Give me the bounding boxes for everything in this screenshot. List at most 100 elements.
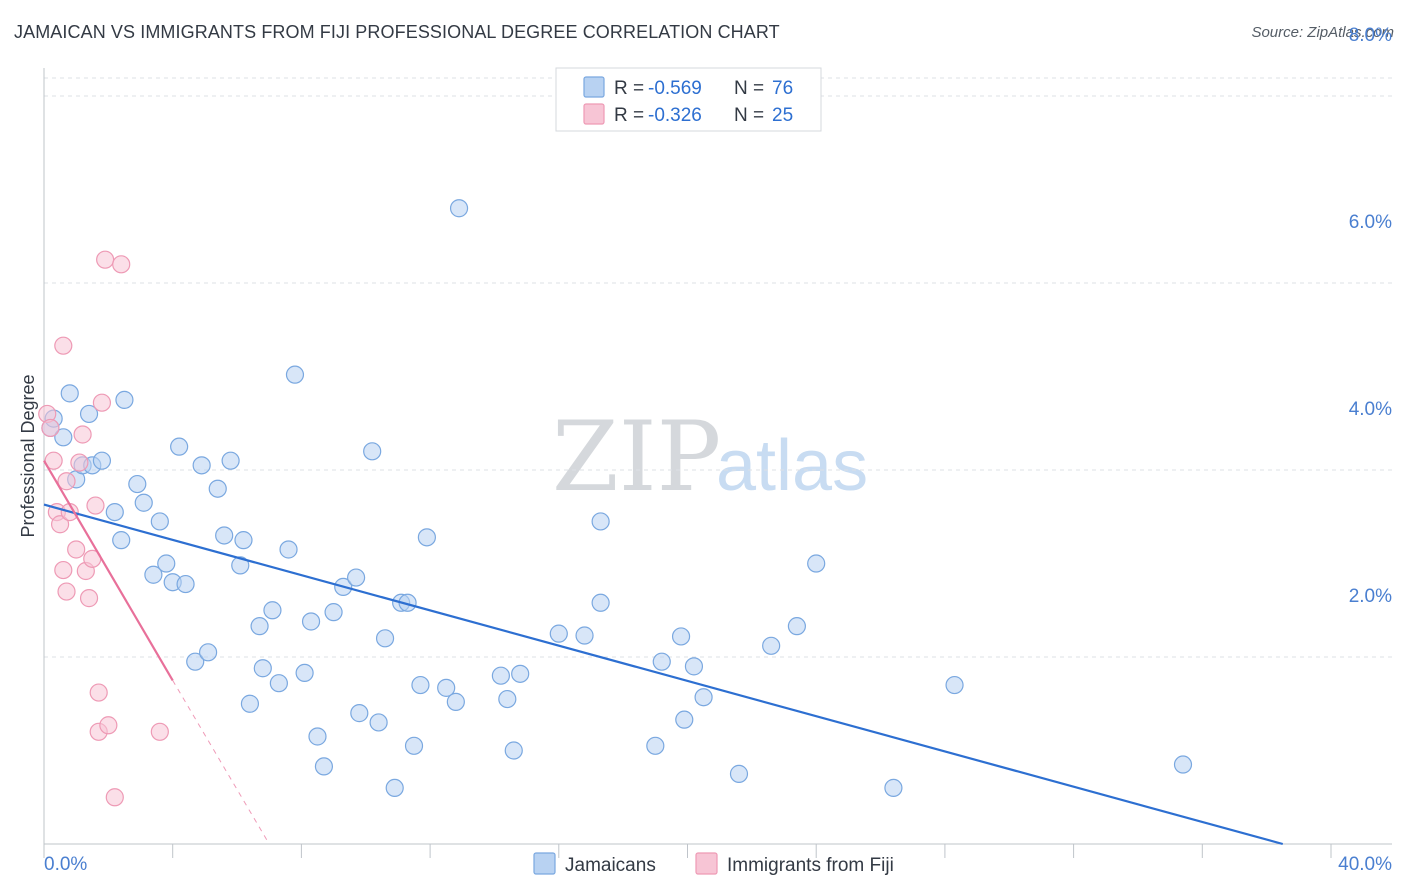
- data-point: [208, 479, 227, 498]
- data-point: [350, 704, 369, 723]
- data-point: [57, 582, 76, 601]
- data-point: [417, 528, 436, 547]
- data-point: [240, 694, 260, 713]
- data-point: [54, 428, 73, 447]
- y-tick-label: 8.0%: [1349, 25, 1392, 46]
- y-tick-label: 6.0%: [1349, 212, 1392, 233]
- data-point: [646, 736, 665, 755]
- data-point: [279, 540, 298, 559]
- x-tick-label-max: 40.0%: [1338, 854, 1392, 875]
- data-point: [41, 418, 60, 438]
- bottom-legend: Jamaicans Immigrants from Fiji: [533, 852, 894, 876]
- data-point: [449, 199, 469, 218]
- y-tick-labels: 2.0% 4.0% 6.0% 8.0%: [1349, 25, 1392, 607]
- data-point: [575, 626, 594, 645]
- data-point: [301, 612, 321, 631]
- data-point: [549, 624, 568, 643]
- data-point: [67, 540, 86, 559]
- legend-swatch-jamaicans: [583, 76, 605, 98]
- axes: [43, 68, 1392, 845]
- data-point: [176, 574, 195, 594]
- bottom-legend-swatch-fiji: [695, 852, 718, 875]
- data-point: [446, 692, 465, 711]
- data-point: [285, 365, 305, 384]
- legend-r-label-2: R =: [614, 105, 644, 126]
- bottom-legend-swatch-jamaicans: [533, 852, 556, 875]
- data-point: [491, 666, 510, 685]
- data-point: [150, 512, 169, 531]
- legend-r-value-1: -0.569: [648, 78, 702, 99]
- legend-r-value-2: -0.326: [648, 105, 702, 126]
- data-point: [73, 425, 92, 444]
- data-point: [54, 336, 73, 355]
- data-point: [250, 617, 269, 636]
- legend-n-value-1: 76: [772, 78, 793, 99]
- data-point: [112, 531, 131, 550]
- data-point: [92, 451, 112, 470]
- chart-title: JAMAICAN VS IMMIGRANTS FROM FIJI PROFESS…: [14, 22, 780, 42]
- y-tick-label: 4.0%: [1349, 399, 1392, 420]
- data-point: [70, 453, 89, 472]
- data-point: [404, 736, 424, 755]
- data-point: [60, 384, 79, 403]
- data-point: [762, 636, 781, 655]
- data-point: [807, 554, 826, 573]
- data-point: [269, 674, 288, 693]
- trend-line-fiji: [43, 460, 174, 681]
- data-point: [591, 512, 610, 531]
- watermark-zip: ZIP: [552, 401, 721, 513]
- legend-r-label-1: R =: [614, 78, 644, 99]
- data-point: [375, 629, 395, 648]
- data-point: [671, 627, 691, 646]
- data-point: [54, 560, 73, 580]
- data-point: [170, 437, 189, 456]
- data-point: [198, 643, 218, 662]
- legend-swatch-fiji: [583, 103, 605, 125]
- bottom-legend-label-fiji: Immigrants from Fiji: [727, 855, 894, 876]
- legend-n-label-2: N =: [734, 105, 764, 126]
- data-point: [411, 675, 430, 695]
- data-point: [369, 713, 388, 732]
- data-point: [1173, 755, 1193, 774]
- data-point: [134, 493, 153, 512]
- data-point: [884, 778, 903, 798]
- data-point: [787, 617, 806, 636]
- source-label: Source: ZipAtlas.com: [1251, 24, 1394, 41]
- data-point: [79, 589, 99, 608]
- y-axis-label: Professional Degree: [18, 374, 38, 537]
- legend-n-label-1: N =: [734, 78, 764, 99]
- data-point: [215, 526, 234, 545]
- data-point: [128, 474, 147, 494]
- legend-n-value-2: 25: [772, 105, 793, 126]
- data-point: [729, 764, 749, 783]
- series-fiji: [38, 250, 169, 807]
- data-point: [234, 531, 253, 550]
- data-point: [504, 741, 523, 760]
- data-point: [263, 601, 282, 620]
- data-point: [437, 678, 456, 697]
- data-point: [675, 710, 694, 729]
- data-point: [652, 652, 671, 671]
- watermark-atlas: atlas: [716, 426, 868, 506]
- x-tick-label-min: 0.0%: [44, 854, 87, 875]
- data-point: [591, 593, 610, 612]
- data-point: [324, 603, 343, 622]
- data-point: [363, 442, 382, 461]
- data-point: [186, 652, 205, 671]
- data-point: [89, 683, 108, 702]
- data-point: [231, 556, 250, 575]
- trend-line-fiji-extension: [172, 680, 270, 845]
- data-point: [346, 568, 366, 587]
- top-legend: R = -0.569 N = 76 R = -0.326 N = 25: [555, 67, 822, 132]
- data-point: [86, 496, 105, 515]
- data-point: [50, 515, 70, 534]
- data-point: [253, 659, 272, 678]
- trend-line-jamaicans: [43, 503, 1284, 846]
- bottom-legend-label-jamaicans: Jamaicans: [565, 855, 656, 876]
- data-point: [498, 689, 517, 709]
- data-point: [92, 393, 112, 412]
- data-point: [945, 675, 964, 695]
- data-point: [96, 250, 115, 269]
- data-point: [295, 663, 314, 683]
